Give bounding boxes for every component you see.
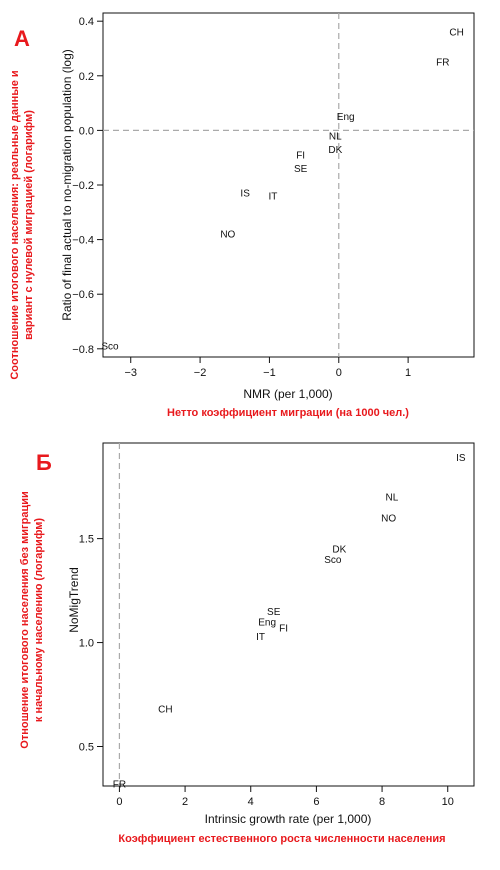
panel-a-letter: А [14,26,30,51]
x-tick-label: 8 [379,796,385,808]
panel-b-plot-frame [102,442,475,787]
point-label-nl: NL [329,131,342,142]
x-tick-label: 0 [336,367,342,379]
point-label-no: NO [381,513,396,524]
x-tick-label: 4 [248,796,254,808]
point-label-fi: FI [279,624,288,635]
panel-a-y-axis-label-ru-line1: Соотношение итогового населения: реальны… [9,70,21,379]
panel-a-x-axis-label: NMR (per 1,000) [243,387,332,401]
point-label-se: SE [294,164,308,175]
panel-b-x-ticks: 0 2 4 6 8 10 [116,786,454,808]
panel-a-y-axis-label-ru-line2: вариант с нулевой миграцией (логарифм) [23,110,35,340]
point-label-it: IT [256,632,265,643]
y-tick-label: −0.6 [72,289,94,301]
panel-a-reference-lines [103,13,474,357]
panel-a-x-axis-label-ru: Нетто коэффициент миграции (на 1000 чел.… [167,407,409,419]
panel-a: А −3 −2 −1 0 1 −0.8 −0.6 −0.4 −0.2 0.0 0.2 0.4 CH F… [9,12,475,419]
point-label-se: SE [267,607,281,618]
panel-b-x-axis-label: Intrinsic growth rate (per 1,000) [205,812,372,826]
x-tick-label: 10 [442,796,454,808]
panel-b-y-axis-label-ru-line1: Отношение итогового населения без миграц… [19,491,31,748]
panel-a-x-ticks: −3 −2 −1 0 1 [124,357,411,379]
x-tick-label: 2 [182,796,188,808]
panel-a-y-axis-label: Ratio of final actual to no-migration po… [60,49,74,321]
x-tick-label: 6 [313,796,319,808]
panel-b-y-ticks: 0.5 1.0 1.5 [79,534,103,754]
y-tick-label: −0.8 [72,344,94,356]
point-label-eng: Eng [337,112,355,123]
point-label-eng: Eng [258,617,276,628]
x-tick-label: −2 [194,367,207,379]
point-label-no: NO [220,230,235,241]
y-tick-label: −0.2 [72,180,94,192]
y-tick-label: 1.5 [79,534,94,546]
point-label-dk: DK [332,545,346,556]
panel-a-points: CH FR Eng NL DK FI SE IS IT NO Sco [101,28,464,353]
point-label-is: IS [240,189,250,200]
y-tick-label: −0.4 [72,235,94,247]
y-tick-label: 0.4 [79,16,94,28]
point-label-ch: CH [158,705,172,716]
panel-a-plot-frame [102,12,475,358]
x-tick-label: 0 [116,796,122,808]
x-tick-label: 1 [405,367,411,379]
panel-b-y-axis-label-ru-line2: к начальному населению (логарифм) [33,518,45,723]
point-label-sco: Sco [324,555,342,566]
panel-b-x-axis-label-ru: Коэффициент естественного роста численно… [118,833,445,845]
x-tick-label: −1 [263,367,276,379]
y-tick-label: 0.5 [79,742,94,754]
x-tick-label: −3 [124,367,137,379]
point-label-it: IT [268,191,277,202]
point-label-sco: Sco [101,342,119,353]
point-label-nl: NL [386,493,399,504]
panel-b-y-axis-label: NoMigTrend [67,567,81,633]
point-label-dk: DK [328,145,342,156]
y-tick-label: 1.0 [79,638,94,650]
y-tick-label: 0.2 [79,71,94,83]
point-label-fr: FR [113,779,126,790]
panel-b-letter: Б [36,450,52,475]
point-label-fr: FR [436,58,449,69]
panel-a-y-ticks: −0.8 −0.6 −0.4 −0.2 0.0 0.2 0.4 [72,16,103,356]
y-tick-label: 0.0 [79,125,94,137]
point-label-fi: FI [296,150,305,161]
point-label-ch: CH [449,28,463,39]
point-label-is: IS [456,453,466,464]
